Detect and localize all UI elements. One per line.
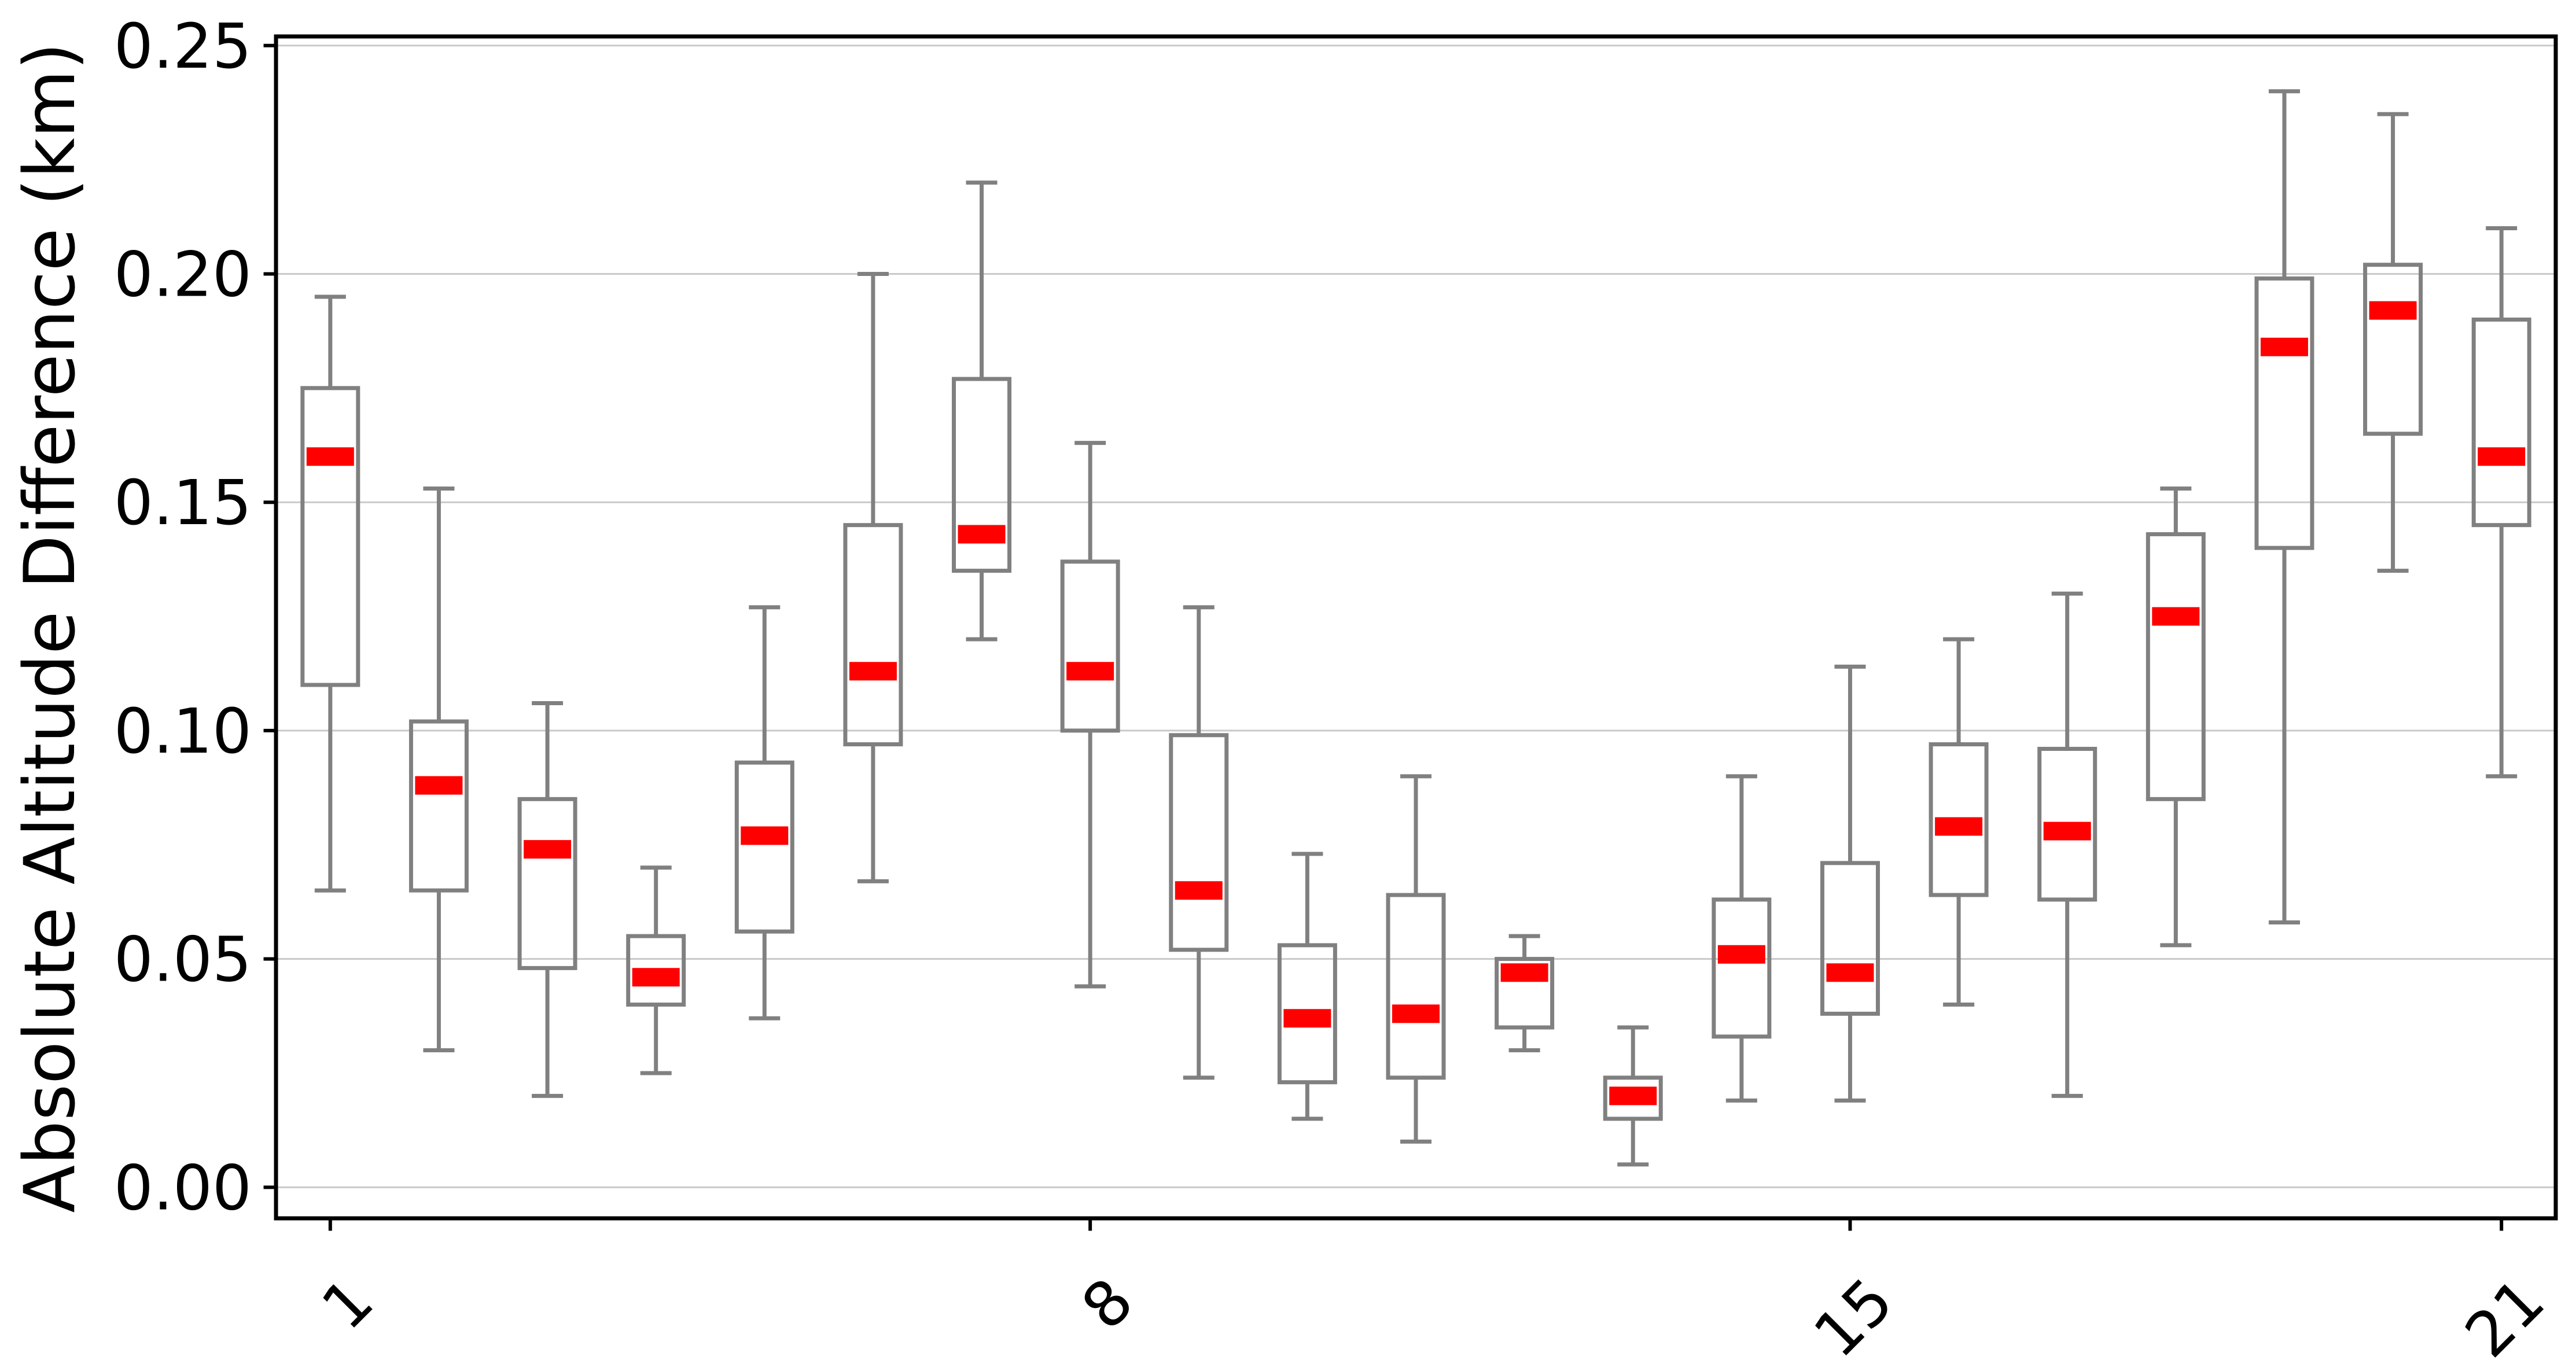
iqr-box (2471, 317, 2531, 528)
iqr-box (300, 386, 360, 687)
label-layer: Absolute Altitude Difference (km) 0.00 0.… (9, 11, 2559, 1367)
y-axis-label: Absolute Altitude Difference (km) (9, 42, 91, 1213)
iqr-box (1169, 733, 1229, 952)
iqr-box (626, 934, 686, 1007)
iqr-box (1603, 1075, 1663, 1121)
y-tick-label: 0.25 (114, 11, 252, 83)
iqr-box (1712, 897, 1772, 1039)
iqr-box (952, 377, 1012, 573)
iqr-box (1929, 742, 1989, 897)
box-layer (300, 89, 2531, 1167)
iqr-box (1820, 861, 1880, 1016)
box-group (1277, 852, 1337, 1121)
y-tick-label: 0.05 (114, 924, 252, 996)
x-tick-label: 15 (1801, 1265, 1907, 1367)
box-group (2146, 487, 2206, 948)
box-group (2037, 591, 2097, 1098)
box-group (626, 865, 686, 1075)
box-group (300, 294, 360, 893)
box-group (409, 487, 469, 1052)
iqr-box (2254, 276, 2314, 550)
grid-layer (276, 45, 2556, 1188)
iqr-box (517, 797, 577, 970)
box-group (2363, 112, 2423, 573)
iqr-box (1060, 559, 1120, 733)
box-group (952, 180, 1012, 642)
iqr-box (409, 719, 469, 893)
iqr-box (843, 523, 903, 747)
box-group (1603, 1025, 1663, 1167)
box-group (1169, 605, 1229, 1080)
iqr-box (2363, 263, 2423, 436)
axis-layer (263, 34, 2558, 1231)
box-group (1929, 637, 1989, 1007)
y-tick-label: 0.10 (114, 696, 252, 768)
iqr-box (2037, 746, 2097, 902)
box-group (1060, 441, 1120, 989)
y-tick-label: 0.00 (114, 1152, 252, 1224)
x-tick-label: 8 (1069, 1265, 1147, 1344)
axes-frame (274, 34, 2558, 1221)
box-group (1386, 774, 1446, 1144)
iqr-box (734, 760, 794, 934)
x-tick-label: 21 (2452, 1265, 2559, 1367)
box-group (1820, 664, 1880, 1103)
box-group (2471, 226, 2531, 779)
box-group (843, 271, 903, 883)
y-tick-label: 0.15 (114, 467, 252, 539)
iqr-box (1277, 943, 1337, 1085)
iqr-box (1386, 893, 1446, 1080)
y-tick-label: 0.20 (114, 239, 252, 311)
box-group (2254, 89, 2314, 924)
box-group (1712, 774, 1772, 1103)
box-group (517, 701, 577, 1098)
x-tick-label: 1 (308, 1265, 387, 1344)
iqr-box (1495, 957, 1555, 1030)
iqr-box (2146, 532, 2206, 801)
box-group (1495, 934, 1555, 1052)
box-group (734, 605, 794, 1020)
